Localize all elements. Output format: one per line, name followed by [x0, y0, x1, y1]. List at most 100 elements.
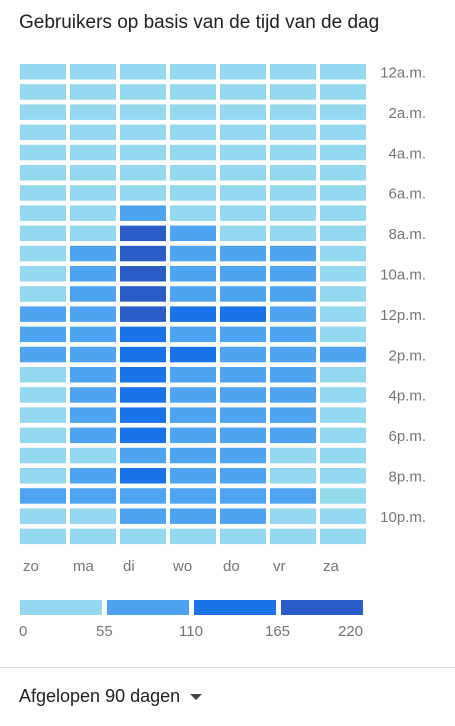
- heatmap-cell-vr-7a.m.[interactable]: [270, 205, 316, 221]
- heatmap-cell-wo-9p.m.[interactable]: [170, 488, 216, 504]
- heatmap-cell-di-4p.m.[interactable]: [120, 387, 166, 403]
- heatmap-cell-zo-7p.m.[interactable]: [20, 447, 66, 464]
- heatmap-cell-za-4a.m.[interactable]: [320, 144, 366, 161]
- heatmap-cell-za-4p.m.[interactable]: [320, 387, 366, 403]
- heatmap-cell-ma-12p.m.[interactable]: [70, 306, 116, 322]
- heatmap-cell-di-11a.m.[interactable]: [120, 286, 166, 302]
- heatmap-cell-di-9a.m.[interactable]: [120, 245, 166, 262]
- heatmap-cell-do-11a.m.[interactable]: [220, 286, 266, 302]
- heatmap-cell-zo-2a.m.[interactable]: [20, 104, 66, 120]
- heatmap-cell-do-5a.m.[interactable]: [220, 165, 266, 181]
- heatmap-cell-wo-4a.m.[interactable]: [170, 144, 216, 161]
- heatmap-cell-zo-12p.m.[interactable]: [20, 306, 66, 322]
- heatmap-cell-do-9p.m.[interactable]: [220, 488, 266, 504]
- heatmap-cell-zo-2p.m.[interactable]: [20, 346, 66, 363]
- heatmap-cell-wo-8a.m.[interactable]: [170, 225, 216, 242]
- heatmap-cell-vr-5a.m.[interactable]: [270, 165, 316, 181]
- heatmap-cell-vr-11p.m.[interactable]: [270, 528, 316, 545]
- heatmap-cell-za-11a.m.[interactable]: [320, 286, 366, 302]
- heatmap-cell-ma-8p.m.[interactable]: [70, 468, 116, 484]
- heatmap-cell-do-9a.m.[interactable]: [220, 245, 266, 262]
- heatmap-cell-vr-1a.m.[interactable]: [270, 84, 316, 100]
- heatmap-cell-vr-1p.m.[interactable]: [270, 326, 316, 343]
- heatmap-cell-ma-10a.m.[interactable]: [70, 266, 116, 282]
- heatmap-cell-zo-1a.m.[interactable]: [20, 84, 66, 100]
- heatmap-cell-do-10a.m.[interactable]: [220, 266, 266, 282]
- heatmap-cell-za-3a.m.[interactable]: [320, 124, 366, 141]
- heatmap-cell-ma-7a.m.[interactable]: [70, 205, 116, 221]
- heatmap-cell-vr-11a.m.[interactable]: [270, 286, 316, 302]
- heatmap-cell-ma-3p.m.[interactable]: [70, 367, 116, 383]
- heatmap-cell-za-12a.m.[interactable]: [320, 64, 366, 80]
- heatmap-cell-zo-10p.m.[interactable]: [20, 508, 66, 524]
- date-range-dropdown[interactable]: Afgelopen 90 dagen: [19, 686, 203, 707]
- heatmap-cell-vr-3a.m.[interactable]: [270, 124, 316, 141]
- heatmap-cell-di-12a.m.[interactable]: [120, 64, 166, 80]
- heatmap-cell-zo-6p.m.[interactable]: [20, 427, 66, 444]
- heatmap-cell-za-5p.m.[interactable]: [320, 407, 366, 423]
- heatmap-cell-do-8a.m.[interactable]: [220, 225, 266, 242]
- heatmap-cell-do-1a.m.[interactable]: [220, 84, 266, 100]
- heatmap-cell-di-2p.m.[interactable]: [120, 346, 166, 363]
- heatmap-cell-vr-3p.m.[interactable]: [270, 367, 316, 383]
- heatmap-cell-di-10p.m.[interactable]: [120, 508, 166, 524]
- heatmap-cell-zo-10a.m.[interactable]: [20, 266, 66, 282]
- heatmap-cell-vr-12a.m.[interactable]: [270, 64, 316, 80]
- heatmap-cell-ma-10p.m.[interactable]: [70, 508, 116, 524]
- heatmap-cell-do-11p.m.[interactable]: [220, 528, 266, 545]
- heatmap-cell-ma-7p.m.[interactable]: [70, 447, 116, 464]
- heatmap-cell-ma-11p.m.[interactable]: [70, 528, 116, 545]
- heatmap-cell-wo-6a.m.[interactable]: [170, 185, 216, 201]
- heatmap-cell-wo-5p.m.[interactable]: [170, 407, 216, 423]
- heatmap-cell-wo-1a.m.[interactable]: [170, 84, 216, 100]
- heatmap-cell-di-9p.m.[interactable]: [120, 488, 166, 504]
- heatmap-cell-wo-12a.m.[interactable]: [170, 64, 216, 80]
- heatmap-cell-wo-6p.m.[interactable]: [170, 427, 216, 444]
- heatmap-cell-do-10p.m.[interactable]: [220, 508, 266, 524]
- heatmap-cell-vr-8p.m.[interactable]: [270, 468, 316, 484]
- heatmap-cell-zo-1p.m.[interactable]: [20, 326, 66, 343]
- heatmap-cell-za-6p.m.[interactable]: [320, 427, 366, 444]
- heatmap-cell-zo-11a.m.[interactable]: [20, 286, 66, 302]
- heatmap-cell-di-6a.m.[interactable]: [120, 185, 166, 201]
- heatmap-cell-wo-3p.m.[interactable]: [170, 367, 216, 383]
- heatmap-cell-wo-5a.m.[interactable]: [170, 165, 216, 181]
- heatmap-cell-wo-7p.m.[interactable]: [170, 447, 216, 464]
- heatmap-cell-di-5p.m.[interactable]: [120, 407, 166, 423]
- heatmap-cell-ma-1p.m.[interactable]: [70, 326, 116, 343]
- heatmap-cell-do-1p.m.[interactable]: [220, 326, 266, 343]
- heatmap-cell-zo-8a.m.[interactable]: [20, 225, 66, 242]
- heatmap-cell-wo-2a.m.[interactable]: [170, 104, 216, 120]
- heatmap-cell-zo-9a.m.[interactable]: [20, 245, 66, 262]
- heatmap-cell-wo-11p.m.[interactable]: [170, 528, 216, 545]
- heatmap-cell-vr-9p.m.[interactable]: [270, 488, 316, 504]
- heatmap-cell-za-8p.m.[interactable]: [320, 468, 366, 484]
- heatmap-cell-za-5a.m.[interactable]: [320, 165, 366, 181]
- heatmap-cell-ma-4p.m.[interactable]: [70, 387, 116, 403]
- heatmap-cell-za-11p.m.[interactable]: [320, 528, 366, 545]
- heatmap-cell-vr-7p.m.[interactable]: [270, 447, 316, 464]
- heatmap-cell-do-3p.m.[interactable]: [220, 367, 266, 383]
- heatmap-cell-vr-4a.m.[interactable]: [270, 144, 316, 161]
- heatmap-cell-zo-9p.m.[interactable]: [20, 488, 66, 504]
- heatmap-cell-do-4p.m.[interactable]: [220, 387, 266, 403]
- heatmap-cell-do-5p.m.[interactable]: [220, 407, 266, 423]
- heatmap-cell-di-7a.m.[interactable]: [120, 205, 166, 221]
- heatmap-cell-do-2p.m.[interactable]: [220, 346, 266, 363]
- heatmap-cell-di-8p.m.[interactable]: [120, 468, 166, 484]
- heatmap-cell-za-3p.m.[interactable]: [320, 367, 366, 383]
- heatmap-cell-za-10p.m.[interactable]: [320, 508, 366, 524]
- heatmap-cell-ma-6p.m.[interactable]: [70, 427, 116, 444]
- heatmap-cell-za-9a.m.[interactable]: [320, 245, 366, 262]
- heatmap-cell-za-1p.m.[interactable]: [320, 326, 366, 343]
- heatmap-cell-zo-5p.m.[interactable]: [20, 407, 66, 423]
- heatmap-cell-zo-4p.m.[interactable]: [20, 387, 66, 403]
- heatmap-cell-ma-9a.m.[interactable]: [70, 245, 116, 262]
- heatmap-cell-di-3a.m.[interactable]: [120, 124, 166, 141]
- heatmap-cell-wo-9a.m.[interactable]: [170, 245, 216, 262]
- heatmap-cell-do-6a.m.[interactable]: [220, 185, 266, 201]
- heatmap-cell-vr-6a.m.[interactable]: [270, 185, 316, 201]
- heatmap-cell-zo-11p.m.[interactable]: [20, 528, 66, 545]
- heatmap-cell-zo-12a.m.[interactable]: [20, 64, 66, 80]
- heatmap-cell-wo-11a.m.[interactable]: [170, 286, 216, 302]
